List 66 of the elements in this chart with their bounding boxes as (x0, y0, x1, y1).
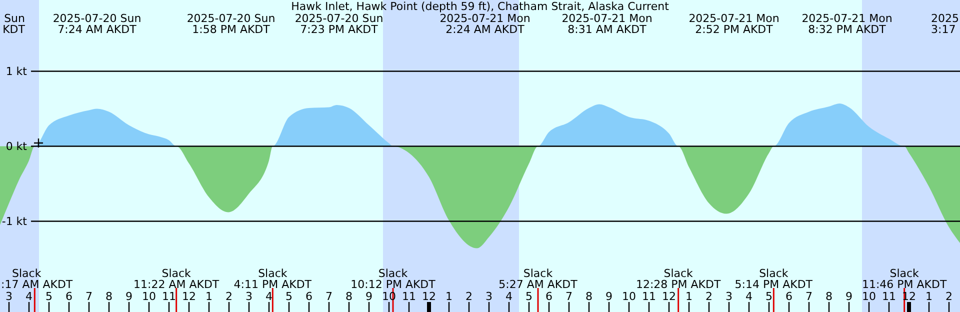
x-tick-label: 11 (882, 290, 896, 303)
ref-line-label: Slack :17 AM AKDT (1, 267, 73, 291)
x-tick-label: 5 (766, 290, 772, 303)
x-tick-label: 3 (486, 290, 492, 303)
x-tick-label: 1 (206, 290, 212, 303)
x-tick-label: 3 (726, 290, 732, 303)
x-tick-label: 4 (26, 290, 32, 303)
x-tick-label: 5 (526, 290, 532, 303)
x-tick-label: 11 (642, 290, 656, 303)
x-tick-label: 9 (126, 290, 132, 303)
x-tick-label: 2 (946, 290, 952, 303)
x-tick-label: 2 (226, 290, 232, 303)
x-tick-label: 7 (566, 290, 572, 303)
annotation: 2025 3:17 (931, 12, 959, 36)
x-tick-label: 8 (826, 290, 832, 303)
x-tick-label: 1 (926, 290, 932, 303)
x-tick-label: 12 (662, 290, 676, 303)
x-tick-label: 4 (266, 290, 272, 303)
x-tick-label: 12 (182, 290, 196, 303)
x-tick-label: 4 (746, 290, 752, 303)
x-tick-label: 6 (786, 290, 792, 303)
ref-line-label: Slack 11:22 AM AKDT (134, 267, 220, 291)
x-tick-label: 6 (546, 290, 552, 303)
x-tick-label: 8 (106, 290, 112, 303)
x-tick-label: 7 (806, 290, 812, 303)
x-tick-label: 2 (706, 290, 712, 303)
x-tick-label: 10 (862, 290, 876, 303)
x-tick-label: 7 (326, 290, 332, 303)
x-tick-label: 12 (422, 290, 436, 303)
ref-line-label: Slack 5:14 PM AKDT (734, 267, 813, 291)
y-tick-label: -1 kt (2, 215, 28, 228)
annotation: 2025-07-21 Mon 2:52 PM AKDT (688, 12, 780, 36)
x-tick-label: 10 (622, 290, 636, 303)
chart-title: Hawk Inlet, Hawk Point (depth 59 ft), Chatham Strait, Alaska Current (291, 0, 670, 13)
x-tick-label: 1 (446, 290, 452, 303)
annotation: 2025-07-21 Mon 2:24 AM AKDT (440, 12, 530, 36)
x-tick-label: 11 (162, 290, 176, 303)
x-tick-label: 9 (366, 290, 372, 303)
x-tick-label: 6 (306, 290, 312, 303)
x-tick-label: 3 (6, 290, 12, 303)
x-tick-label: 4 (506, 290, 512, 303)
ref-line-label: Slack 11:46 PM AKDT (862, 267, 947, 291)
x-tick-label: 10 (142, 290, 156, 303)
x-tick-label: 8 (586, 290, 592, 303)
x-tick-label: 9 (846, 290, 852, 303)
ref-line-label: Slack 5:27 AM AKDT (498, 267, 578, 291)
annotation: 2025-07-20 Sun 1:58 PM AKDT (186, 12, 276, 36)
x-tick-label: 3 (246, 290, 252, 303)
ref-line-label: Slack 12:28 PM AKDT (636, 267, 721, 291)
ref-line-label: Slack 10:12 PM AKDT (350, 267, 436, 291)
ref-line-label: Slack 4:11 PM AKDT (234, 267, 312, 291)
annotation: 2025-07-21 Mon 8:31 AM AKDT (562, 12, 652, 36)
annotation: 2025-07-21 Mon 8:32 PM AKDT (802, 12, 892, 36)
x-tick-label: 1 (686, 290, 692, 303)
x-tick-label: 2 (466, 290, 472, 303)
y-tick-label: 1 kt (6, 65, 28, 78)
x-tick-label: 8 (346, 290, 352, 303)
x-tick-label: 5 (286, 290, 292, 303)
x-tick-label: 5 (46, 290, 52, 303)
x-tick-label: 7 (86, 290, 92, 303)
x-tick-label: 11 (402, 290, 416, 303)
annotation: 2025-07-20 Sun 7:23 PM AKDT (294, 12, 384, 36)
annotation: Sun KDT (2, 12, 26, 36)
x-tick-label: 9 (606, 290, 612, 303)
x-tick-label: 6 (66, 290, 72, 303)
annotation: 2025-07-20 Sun 7:24 AM AKDT (52, 12, 142, 36)
